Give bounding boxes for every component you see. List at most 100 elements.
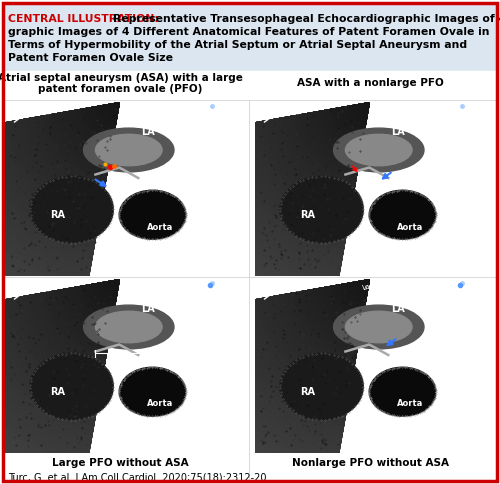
Polygon shape xyxy=(224,280,369,425)
Ellipse shape xyxy=(84,305,174,349)
Text: RA: RA xyxy=(300,210,315,220)
Polygon shape xyxy=(44,103,119,178)
Polygon shape xyxy=(234,280,369,414)
Polygon shape xyxy=(22,103,119,200)
Polygon shape xyxy=(0,280,119,484)
Text: Turc, G. et al. J Am Coll Cardiol. 2020;75(18):2312-20.: Turc, G. et al. J Am Coll Cardiol. 2020;… xyxy=(8,473,270,483)
Polygon shape xyxy=(321,280,369,328)
Polygon shape xyxy=(0,280,119,431)
Polygon shape xyxy=(76,103,119,146)
Polygon shape xyxy=(103,280,119,296)
Polygon shape xyxy=(71,103,119,151)
Polygon shape xyxy=(49,280,119,350)
Polygon shape xyxy=(108,280,119,290)
Polygon shape xyxy=(337,103,369,135)
Polygon shape xyxy=(332,280,369,318)
Polygon shape xyxy=(17,280,119,382)
Polygon shape xyxy=(38,280,119,361)
Polygon shape xyxy=(1,280,119,398)
Ellipse shape xyxy=(119,367,186,416)
Polygon shape xyxy=(262,280,369,388)
Polygon shape xyxy=(54,280,119,345)
Polygon shape xyxy=(218,103,369,254)
Text: CENTRAL ILLUSTRATION:: CENTRAL ILLUSTRATION: xyxy=(8,14,159,24)
Polygon shape xyxy=(0,280,119,420)
Polygon shape xyxy=(316,103,369,157)
Polygon shape xyxy=(98,280,119,302)
Polygon shape xyxy=(0,103,119,248)
Polygon shape xyxy=(28,103,119,194)
Polygon shape xyxy=(246,280,369,404)
Polygon shape xyxy=(197,280,369,452)
Text: B: B xyxy=(474,110,484,123)
Polygon shape xyxy=(316,280,369,333)
Polygon shape xyxy=(0,280,119,409)
Polygon shape xyxy=(0,103,119,297)
Polygon shape xyxy=(176,280,369,474)
Polygon shape xyxy=(0,103,119,291)
Polygon shape xyxy=(0,280,119,474)
Ellipse shape xyxy=(96,311,162,343)
Ellipse shape xyxy=(334,128,424,172)
Text: Terms of Hypermobility of the Atrial Septum or Atrial Septal Aneurysm and: Terms of Hypermobility of the Atrial Sep… xyxy=(8,40,467,50)
Text: 56 mm: 56 mm xyxy=(14,283,36,288)
Polygon shape xyxy=(213,280,369,436)
Ellipse shape xyxy=(369,190,436,239)
Polygon shape xyxy=(267,103,369,205)
Polygon shape xyxy=(17,103,119,205)
Polygon shape xyxy=(0,103,119,302)
Polygon shape xyxy=(310,103,369,162)
Polygon shape xyxy=(0,280,119,452)
Text: RA: RA xyxy=(300,387,315,397)
Ellipse shape xyxy=(30,176,114,243)
Polygon shape xyxy=(176,103,369,297)
Ellipse shape xyxy=(30,353,114,420)
Polygon shape xyxy=(54,103,119,167)
Text: Aorta: Aorta xyxy=(146,399,173,408)
Polygon shape xyxy=(202,103,369,270)
Polygon shape xyxy=(186,280,369,463)
Polygon shape xyxy=(33,280,119,366)
Polygon shape xyxy=(0,280,119,447)
Polygon shape xyxy=(337,280,369,312)
Text: LA: LA xyxy=(391,127,404,137)
Polygon shape xyxy=(192,103,369,280)
Polygon shape xyxy=(0,103,119,313)
Polygon shape xyxy=(170,103,369,302)
Polygon shape xyxy=(114,103,119,108)
Text: patent foramen ovale (PFO): patent foramen ovale (PFO) xyxy=(38,84,202,94)
Polygon shape xyxy=(229,280,369,420)
Ellipse shape xyxy=(280,176,363,243)
Text: LA: LA xyxy=(391,304,404,315)
Polygon shape xyxy=(0,280,119,479)
Text: LA: LA xyxy=(141,127,154,137)
Polygon shape xyxy=(6,103,119,216)
Polygon shape xyxy=(71,280,119,328)
Polygon shape xyxy=(326,103,369,146)
Bar xyxy=(3,3,497,71)
Polygon shape xyxy=(44,280,119,355)
Text: A: A xyxy=(224,110,234,123)
Ellipse shape xyxy=(369,367,436,416)
Polygon shape xyxy=(92,103,119,130)
Polygon shape xyxy=(202,280,369,447)
Polygon shape xyxy=(267,280,369,382)
Text: RA: RA xyxy=(50,387,65,397)
Polygon shape xyxy=(0,103,119,280)
Text: JPEG: JPEG xyxy=(195,439,207,444)
Polygon shape xyxy=(66,280,119,333)
Polygon shape xyxy=(251,103,369,221)
Polygon shape xyxy=(0,103,119,270)
Polygon shape xyxy=(364,280,369,285)
Polygon shape xyxy=(251,280,369,398)
Polygon shape xyxy=(224,103,369,248)
Polygon shape xyxy=(186,103,369,286)
Text: graphic Images of 4 Different Anatomical Features of Patent Foramen Ovale in: graphic Images of 4 Different Anatomical… xyxy=(8,27,490,37)
Polygon shape xyxy=(197,103,369,275)
Polygon shape xyxy=(33,103,119,189)
Polygon shape xyxy=(278,280,369,371)
Ellipse shape xyxy=(119,190,186,239)
Text: Patent Foramen Ovale Size: Patent Foramen Ovale Size xyxy=(8,53,173,63)
Polygon shape xyxy=(12,280,119,388)
Polygon shape xyxy=(240,280,369,409)
